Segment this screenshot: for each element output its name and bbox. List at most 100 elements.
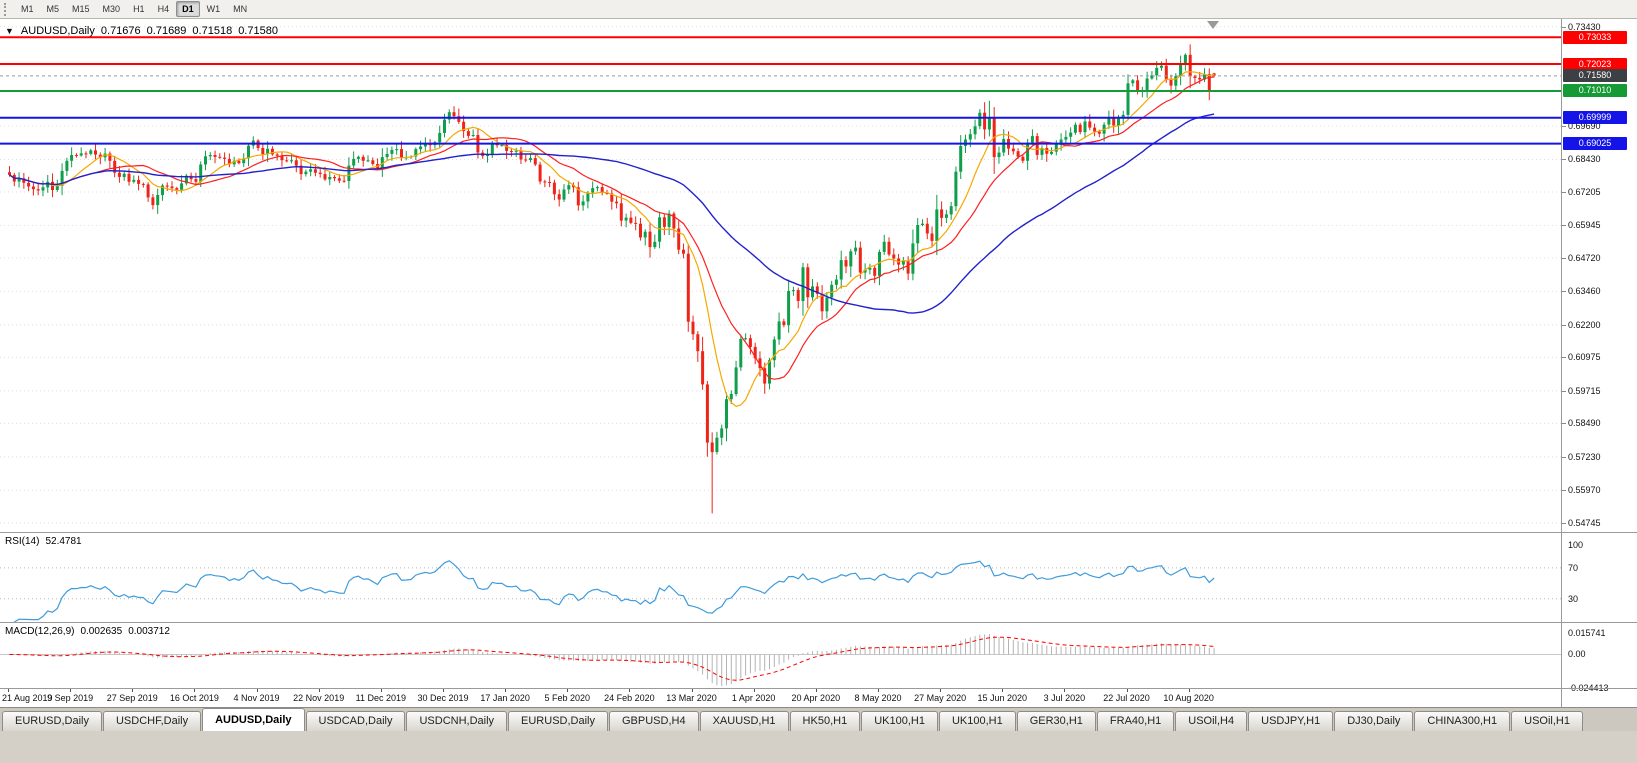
- chart-tab-usdjpy-h1[interactable]: USDJPY,H1: [1248, 711, 1333, 731]
- pane-separator[interactable]: [0, 532, 1637, 533]
- time-axis-tick: [319, 689, 320, 692]
- chart-tab-usoil-h4[interactable]: USOil,H4: [1175, 711, 1247, 731]
- macd-axis-label: 0.00: [1568, 649, 1586, 659]
- mt4-window: M1M5M15M30H1H4D1W1MN ▼ AUDUSD,Daily 0.71…: [0, 0, 1637, 763]
- time-axis-label: 11 Dec 2019: [356, 693, 406, 703]
- timeframe-button-w1[interactable]: W1: [201, 1, 227, 17]
- time-axis-label: 1 Apr 2020: [732, 693, 776, 703]
- status-bar: [0, 731, 1637, 763]
- price-pane[interactable]: ▼ AUDUSD,Daily 0.71676 0.71689 0.71518 0…: [0, 19, 1561, 532]
- rsi-line: [14, 561, 1214, 622]
- time-axis-label: 16 Oct 2019: [170, 693, 219, 703]
- chart-shift-marker[interactable]: [1207, 21, 1219, 29]
- price-axis-label: 0.62200: [1568, 320, 1601, 330]
- time-axis-tick: [754, 689, 755, 692]
- rsi-axis-label: 30: [1568, 594, 1578, 604]
- toolbar-drag-handle[interactable]: [4, 3, 10, 16]
- rsi-canvas[interactable]: [0, 533, 1561, 622]
- time-axis-label: 30 Dec 2019: [417, 693, 468, 703]
- time-axis-label: 17 Jan 2020: [480, 693, 530, 703]
- pane-separator[interactable]: [0, 622, 1637, 623]
- time-axis-tick: [567, 689, 568, 692]
- time-axis-label: 3 Jul 2020: [1044, 693, 1086, 703]
- price-level-badge: 0.73033: [1563, 31, 1627, 44]
- chart-tab-eurusd-daily[interactable]: EURUSD,Daily: [2, 711, 102, 731]
- rsi-pane[interactable]: RSI(14) 52.4781: [0, 533, 1561, 622]
- time-axis[interactable]: 21 Aug 20199 Sep 201927 Sep 201916 Oct 2…: [0, 689, 1561, 707]
- time-axis-label: 8 May 2020: [854, 693, 901, 703]
- timeframe-button-mn[interactable]: MN: [227, 1, 253, 17]
- rsi-axis-label: 100: [1568, 540, 1583, 550]
- price-axis-tick: [1562, 258, 1566, 259]
- timeframe-button-m5[interactable]: M5: [41, 1, 66, 17]
- rsi-value: 52.4781: [45, 536, 81, 547]
- chart-tabbar: EURUSD,DailyUSDCHF,DailyAUDUSD,DailyUSDC…: [0, 707, 1637, 731]
- chart-tab-usdchf-daily[interactable]: USDCHF,Daily: [103, 711, 201, 731]
- chart-tab-xauusd-h1[interactable]: XAUUSD,H1: [700, 711, 789, 731]
- price-axis-label: 0.55970: [1568, 485, 1601, 495]
- time-axis-tick: [1127, 689, 1128, 692]
- time-axis-label: 21 Aug 2019: [2, 693, 53, 703]
- time-axis-tick: [132, 689, 133, 692]
- rsi-axis-label: 70: [1568, 563, 1578, 573]
- rsi-name: RSI(14): [5, 536, 39, 547]
- chart-tab-usdcnh-daily[interactable]: USDCNH,Daily: [406, 711, 507, 731]
- pane-separator[interactable]: [0, 688, 1637, 689]
- price-axis-tick: [1562, 27, 1566, 28]
- timeframe-button-h1[interactable]: H1: [127, 1, 151, 17]
- time-axis-tick: [381, 689, 382, 692]
- price-axis-tick: [1562, 325, 1566, 326]
- price-axis-label: 0.54745: [1568, 518, 1601, 528]
- price-axis-tick: [1562, 523, 1566, 524]
- chart-tab-ger30-h1[interactable]: GER30,H1: [1017, 711, 1096, 731]
- rsi-label: RSI(14) 52.4781: [5, 536, 82, 547]
- time-axis-label: 20 Apr 2020: [792, 693, 841, 703]
- price-axis-label: 0.60975: [1568, 352, 1601, 362]
- chart-tab-fra40-h1[interactable]: FRA40,H1: [1097, 711, 1174, 731]
- time-axis-label: 10 Aug 2020: [1163, 693, 1214, 703]
- chart-tab-china300-h1[interactable]: CHINA300,H1: [1414, 711, 1510, 731]
- time-axis-label: 5 Feb 2020: [544, 693, 590, 703]
- timeframe-button-d1[interactable]: D1: [176, 1, 200, 17]
- time-axis-label: 27 May 2020: [914, 693, 966, 703]
- timeframe-button-m1[interactable]: M1: [15, 1, 40, 17]
- chart-tab-gbpusd-h4[interactable]: GBPUSD,H4: [609, 711, 699, 731]
- timeframe-toolbar: M1M5M15M30H1H4D1W1MN: [0, 0, 1637, 19]
- price-axis-label: 0.59715: [1568, 386, 1601, 396]
- time-axis-tick: [1064, 689, 1065, 692]
- ohlc-high: 0.71689: [147, 25, 187, 37]
- chart-tab-dj30-daily[interactable]: DJ30,Daily: [1334, 711, 1413, 731]
- ohlc-close: 0.71580: [238, 25, 278, 37]
- price-axis-tick: [1562, 423, 1566, 424]
- ohlc-open: 0.71676: [101, 25, 141, 37]
- time-axis-tick: [1002, 689, 1003, 692]
- timeframe-buttons: M1M5M15M30H1H4D1W1MN: [15, 1, 254, 17]
- chart-tab-audusd-daily[interactable]: AUDUSD,Daily: [202, 708, 304, 731]
- chart-tab-uk100-h1[interactable]: UK100,H1: [939, 711, 1016, 731]
- price-axis-tick: [1562, 457, 1566, 458]
- one-click-trading-icon[interactable]: ▼: [5, 26, 14, 36]
- price-axis-tick: [1562, 357, 1566, 358]
- chart-tab-usdcad-daily[interactable]: USDCAD,Daily: [306, 711, 406, 731]
- time-axis-tick: [629, 689, 630, 692]
- chart-tab-usoil-h1[interactable]: USOil,H1: [1511, 711, 1583, 731]
- price-axis-label: 0.58490: [1568, 418, 1601, 428]
- chart-tab-eurusd-daily[interactable]: EURUSD,Daily: [508, 711, 608, 731]
- time-axis-label: 15 Jun 2020: [977, 693, 1027, 703]
- price-chart-canvas[interactable]: [0, 19, 1561, 532]
- macd-name: MACD(12,26,9): [5, 626, 74, 637]
- timeframe-button-h4[interactable]: H4: [152, 1, 176, 17]
- chart-symbol-period: AUDUSD,Daily: [21, 25, 95, 37]
- chart-tab-hk50-h1[interactable]: HK50,H1: [790, 711, 861, 731]
- macd-canvas[interactable]: [0, 623, 1561, 688]
- price-axis[interactable]: 0.734300.696900.684300.672050.659450.647…: [1561, 19, 1637, 707]
- timeframe-button-m30[interactable]: M30: [97, 1, 127, 17]
- price-axis-label: 0.57230: [1568, 452, 1601, 462]
- chart-tab-uk100-h1[interactable]: UK100,H1: [861, 711, 938, 731]
- price-level-badge: 0.71010: [1563, 84, 1627, 97]
- candles: [8, 44, 1216, 513]
- time-axis-label: 22 Jul 2020: [1103, 693, 1150, 703]
- macd-pane[interactable]: MACD(12,26,9) 0.002635 0.003712: [0, 623, 1561, 688]
- time-axis-label: 22 Nov 2019: [293, 693, 344, 703]
- timeframe-button-m15[interactable]: M15: [66, 1, 96, 17]
